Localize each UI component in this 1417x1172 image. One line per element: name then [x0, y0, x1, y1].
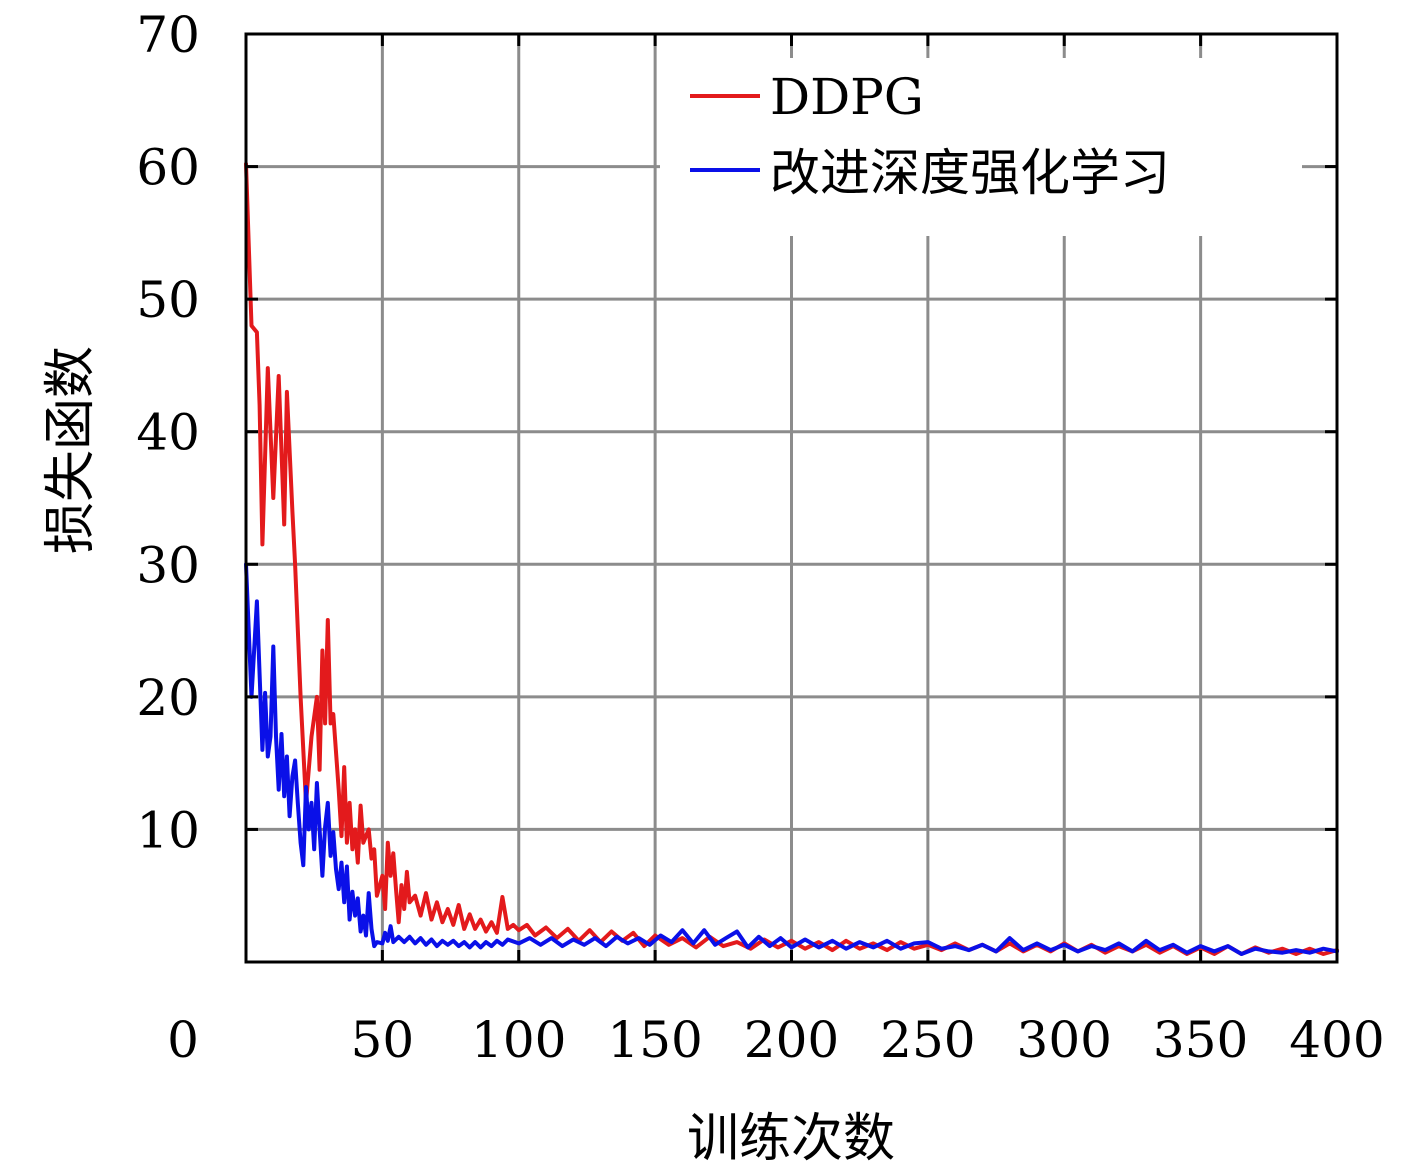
- x-tick-label: 200: [744, 1011, 839, 1069]
- legend: DDPG 改进深度强化学习: [660, 58, 1302, 236]
- series-lines: [244, 161, 1339, 956]
- y-tick-label: 50: [136, 271, 200, 329]
- x-tick-label: 350: [1153, 1011, 1248, 1069]
- x-tick-label: 300: [1017, 1011, 1112, 1069]
- x-tick-labels: 0 50 100 150 200 250 300 350 400: [167, 1011, 1385, 1069]
- x-axis-title: 训练次数: [687, 1109, 895, 1169]
- plot-frame: [244, 32, 1339, 964]
- x-tick-label: 250: [880, 1011, 975, 1069]
- legend-label-ddpg: DDPG: [770, 68, 924, 126]
- y-tick-label: 70: [136, 6, 200, 64]
- legend-label-improved-drl: 改进深度强化学习: [770, 144, 1170, 202]
- y-tick-label: 60: [136, 139, 200, 197]
- x-tick-label: 150: [607, 1011, 702, 1069]
- series-line-improved-drl: [244, 562, 1339, 956]
- legend-background: [660, 58, 1302, 236]
- x-tick-label: 0: [167, 1011, 199, 1069]
- y-tick-label: 40: [136, 404, 200, 462]
- y-tick-labels: 10 20 30 40 50 60 70: [136, 6, 200, 859]
- y-tick-label: 20: [136, 669, 200, 727]
- x-tick-label: 100: [471, 1011, 566, 1069]
- y-tick-label: 10: [136, 801, 200, 859]
- y-tick-label: 30: [136, 536, 200, 594]
- x-tick-label: 400: [1289, 1011, 1384, 1069]
- x-tick-label: 50: [351, 1011, 415, 1069]
- y-axis-title: 损失函数: [41, 346, 101, 554]
